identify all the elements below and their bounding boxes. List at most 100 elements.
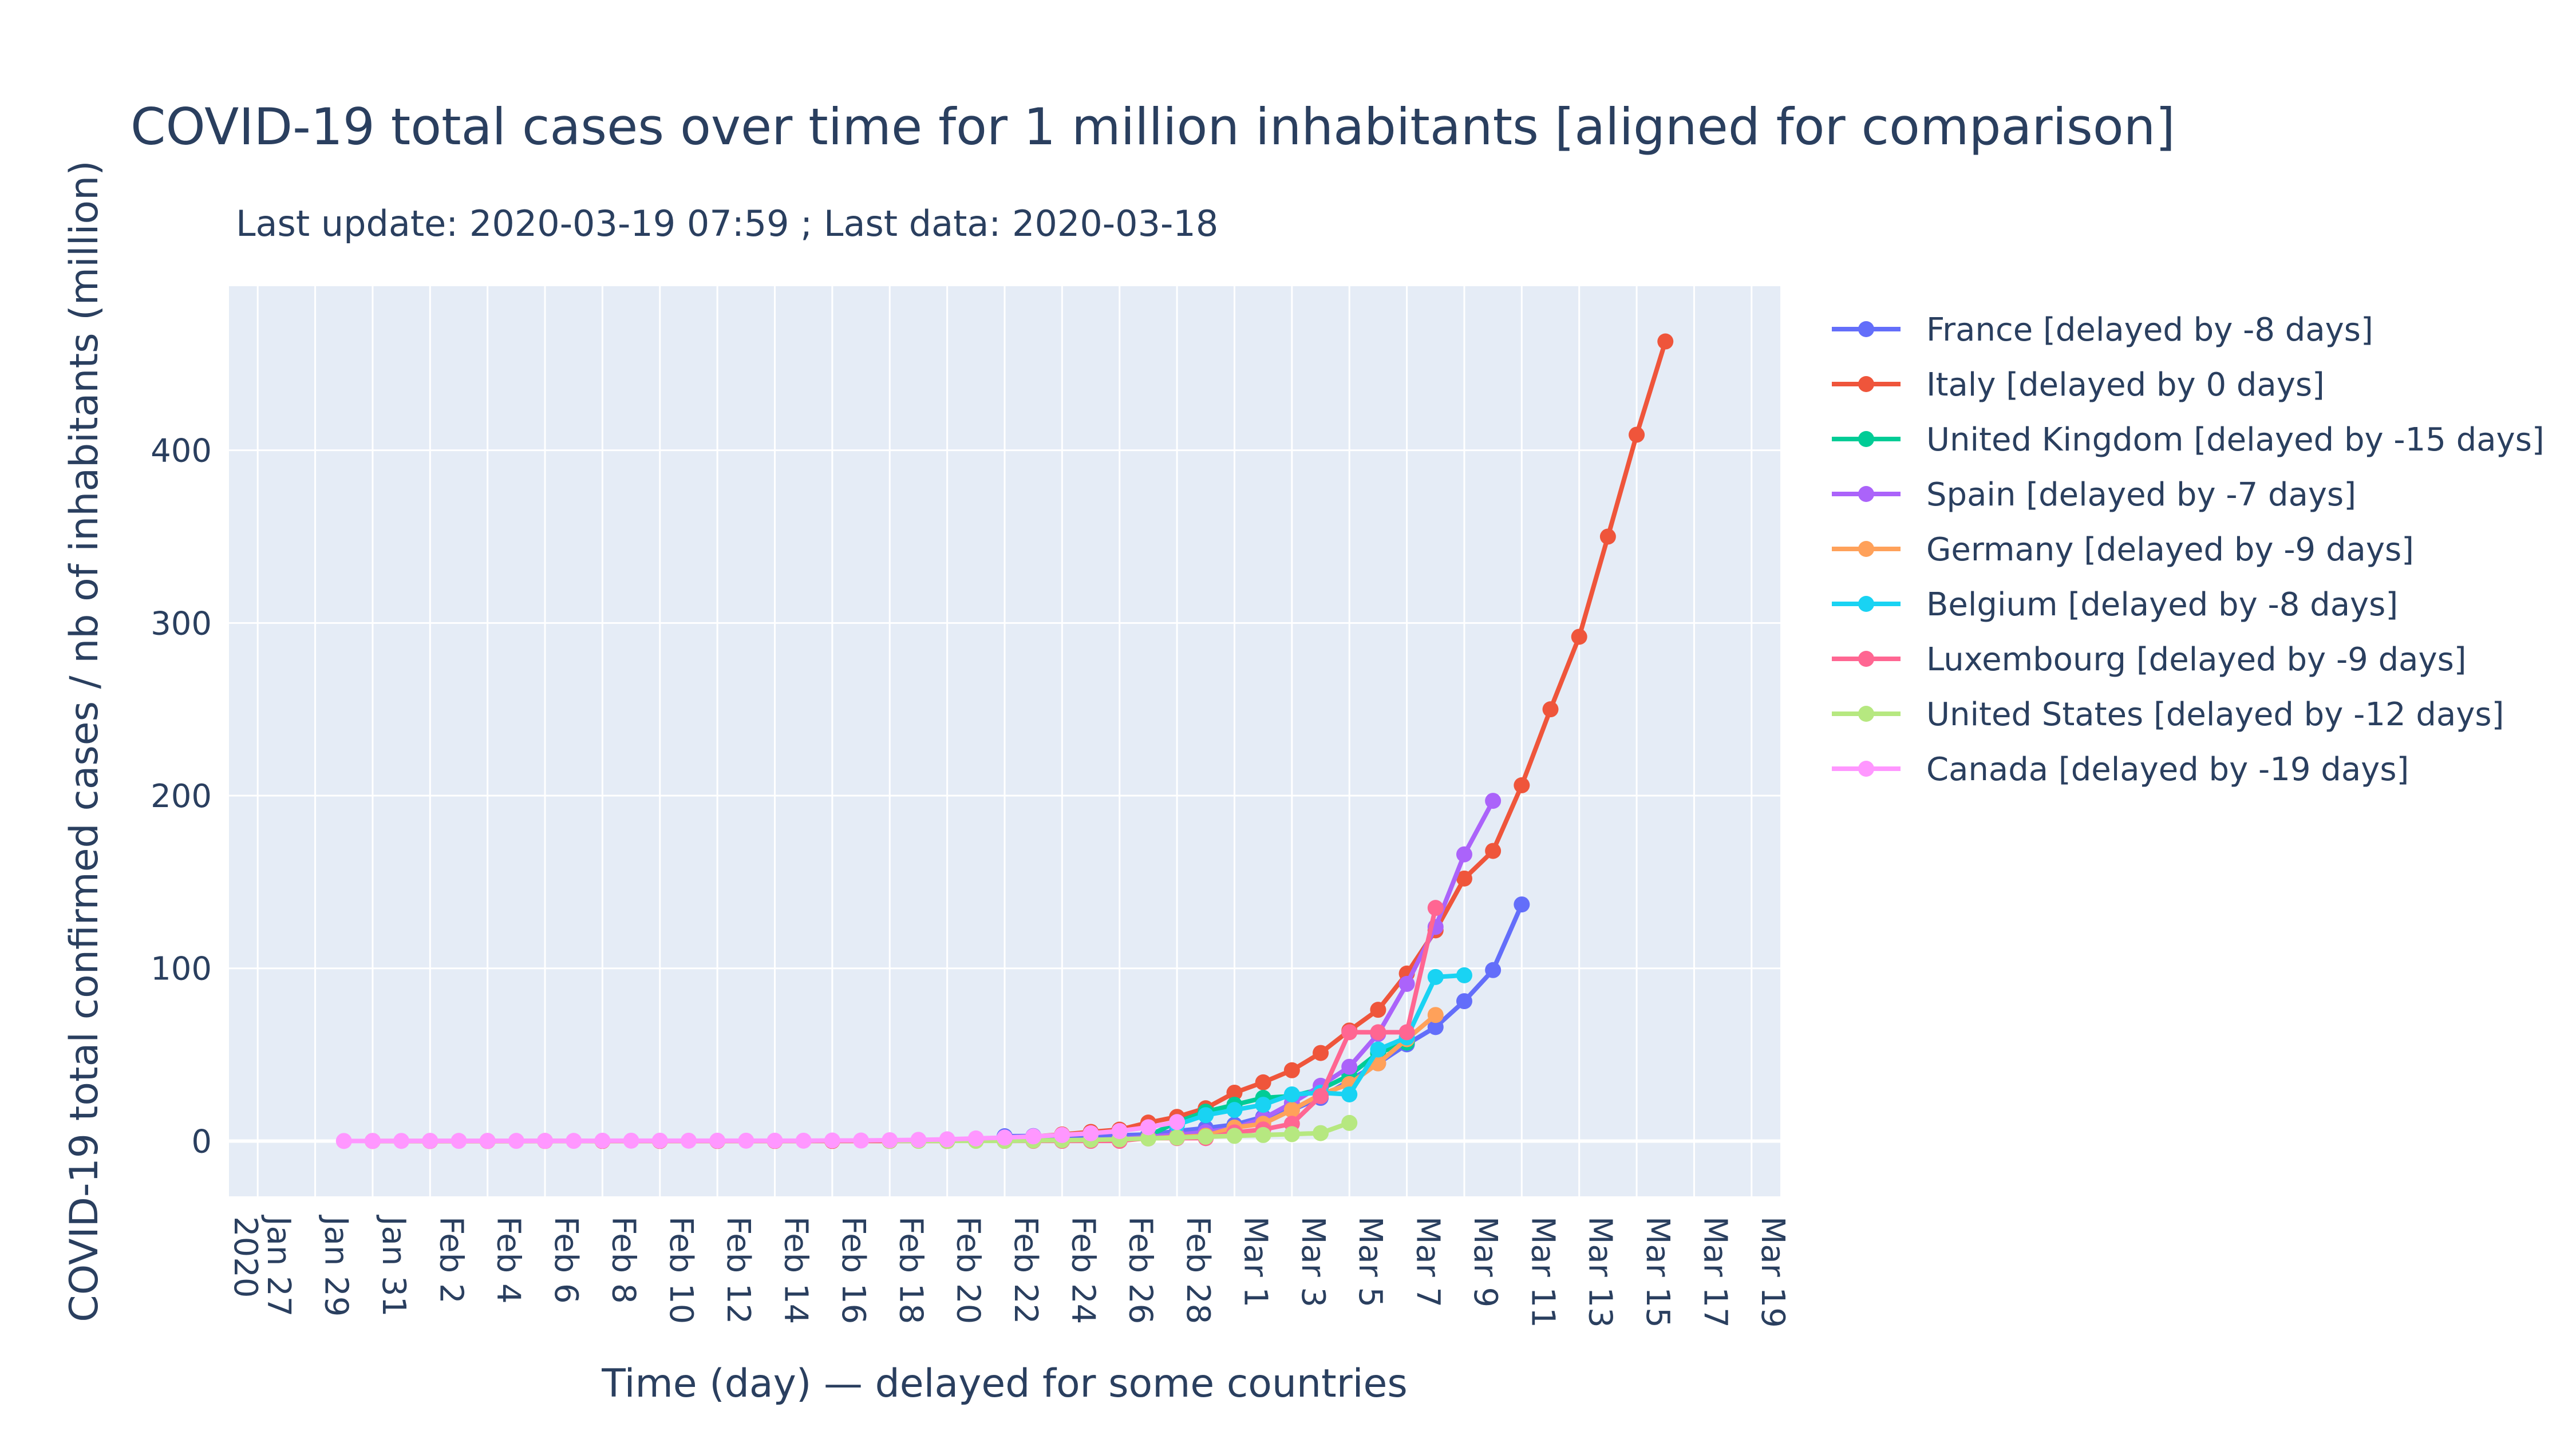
data-point — [451, 1133, 467, 1149]
legend-label: Italy [delayed by 0 days] — [1926, 366, 2325, 404]
data-point — [1054, 1126, 1070, 1143]
data-point — [1341, 1114, 1358, 1131]
data-point — [537, 1133, 554, 1149]
data-point — [1427, 900, 1444, 916]
legend-item[interactable]: United States [delayed by -12 days] — [1832, 696, 2504, 733]
data-point — [1370, 1041, 1386, 1058]
x-tick-label: Feb 6 — [547, 1216, 584, 1304]
data-point — [738, 1132, 754, 1149]
series-8 — [335, 1114, 1186, 1149]
data-point — [1198, 1128, 1214, 1145]
data-point — [853, 1132, 870, 1149]
data-point — [1283, 1102, 1300, 1118]
data-point — [1140, 1130, 1156, 1147]
data-point — [1255, 1097, 1271, 1113]
data-point — [1341, 1024, 1358, 1041]
legend-marker — [1858, 706, 1874, 722]
x-tick-label: Mar 15 — [1639, 1216, 1676, 1328]
y-axis-title: COVID-19 total confirmed cases / nb of i… — [62, 160, 107, 1322]
legend-marker — [1858, 541, 1874, 557]
data-point — [1427, 1007, 1444, 1023]
legend-label: United States [delayed by -12 days] — [1926, 696, 2504, 733]
legend-label: France [delayed by -8 days] — [1926, 311, 2373, 349]
legend-item[interactable]: France [delayed by -8 days] — [1832, 311, 2373, 349]
data-point — [1255, 1074, 1271, 1090]
data-point — [479, 1133, 496, 1149]
legend-label: Germany [delayed by -9 days] — [1926, 531, 2414, 568]
legend-label: Belgium [delayed by -8 days] — [1926, 586, 2398, 623]
x-tick-label: Feb 28 — [1179, 1216, 1216, 1324]
legend[interactable]: France [delayed by -8 days] Italy [delaye… — [1832, 311, 2545, 788]
x-tick-label: Mar 17 — [1696, 1216, 1733, 1328]
data-point — [824, 1132, 840, 1149]
legend-label: Spain [delayed by -7 days] — [1926, 476, 2356, 513]
data-point — [335, 1133, 352, 1149]
x-tick-label: Jan 27 — [260, 1215, 297, 1317]
data-point — [1456, 993, 1472, 1010]
data-point — [882, 1132, 898, 1148]
data-point — [910, 1132, 927, 1148]
chart-subtitle: Last update: 2020-03-19 07:59 ; Last dat… — [236, 203, 1218, 244]
legend-item[interactable]: United Kingdom [delayed by -15 days] — [1832, 421, 2545, 458]
x-tick-label: Mar 9 — [1467, 1216, 1504, 1307]
y-tick-label: 0 — [191, 1123, 212, 1160]
x-tick-label: Feb 12 — [720, 1216, 757, 1324]
x-tick-label: Mar 7 — [1409, 1216, 1447, 1307]
data-point — [393, 1133, 410, 1149]
data-point — [1341, 1058, 1358, 1075]
data-point — [1169, 1114, 1186, 1130]
x-tick-label: Feb 24 — [1064, 1216, 1101, 1324]
legend-item[interactable]: Spain [delayed by -7 days] — [1832, 476, 2356, 513]
x-tick-label: Mar 11 — [1524, 1216, 1561, 1328]
x-tick-label: Feb 20 — [950, 1216, 987, 1324]
data-point — [680, 1132, 697, 1149]
data-point — [997, 1129, 1013, 1146]
data-point — [1313, 1088, 1329, 1105]
legend-item[interactable]: Germany [delayed by -9 days] — [1832, 531, 2414, 568]
y-tick-label: 200 — [151, 778, 212, 815]
data-point — [364, 1133, 381, 1149]
data-point — [1485, 843, 1502, 859]
legend-item[interactable]: Luxembourg [delayed by -9 days] — [1832, 641, 2467, 678]
data-point — [1657, 333, 1674, 350]
data-point — [623, 1132, 639, 1149]
data-point — [422, 1133, 438, 1149]
legend-label: United Kingdom [delayed by -15 days] — [1926, 421, 2545, 458]
x-axis-title: Time (day) — delayed for some countries — [601, 1361, 1408, 1406]
x-tick-label: Feb 8 — [605, 1216, 642, 1304]
data-point — [1571, 628, 1587, 645]
data-point — [566, 1133, 582, 1149]
x-tick-label: Feb 18 — [892, 1216, 929, 1324]
x-tick-label: Feb 26 — [1122, 1216, 1159, 1324]
data-point — [1226, 1102, 1243, 1118]
legend-marker — [1858, 596, 1874, 612]
legend-item[interactable]: Canada [delayed by -19 days] — [1832, 751, 2409, 788]
data-point — [1082, 1125, 1099, 1141]
data-point — [1599, 528, 1616, 545]
x-tick-label: Mar 19 — [1754, 1216, 1791, 1328]
legend-item[interactable]: Belgium [delayed by -8 days] — [1832, 586, 2398, 623]
data-point — [939, 1131, 955, 1148]
x-tick-label: Jan 29 — [318, 1215, 355, 1317]
data-point — [1255, 1126, 1271, 1143]
data-point — [1370, 1002, 1386, 1018]
x-tick-label: Mar 1 — [1236, 1216, 1274, 1307]
data-point — [709, 1132, 726, 1149]
y-tick-label: 300 — [151, 605, 212, 642]
data-point — [1313, 1045, 1329, 1061]
data-point — [1485, 962, 1502, 978]
legend-item[interactable]: Italy [delayed by 0 days] — [1832, 366, 2325, 404]
x-tick-label: Feb 2 — [432, 1216, 469, 1304]
data-point — [1341, 1086, 1358, 1102]
x-tick-label: Feb 16 — [835, 1216, 872, 1324]
data-point — [651, 1132, 668, 1149]
data-point — [1485, 793, 1502, 809]
data-point — [1025, 1128, 1042, 1145]
data-point — [1456, 870, 1472, 887]
series-layer — [335, 333, 1674, 1149]
chart-title: COVID-19 total cases over time for 1 mil… — [131, 97, 2175, 156]
x-tick-label: Feb 4 — [490, 1216, 527, 1304]
data-point — [1226, 1128, 1243, 1144]
